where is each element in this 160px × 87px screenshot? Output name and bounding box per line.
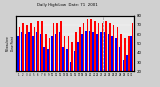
Bar [47,49,49,87]
Bar [124,38,126,87]
Bar [75,32,77,87]
Bar [19,27,20,87]
Bar [49,38,50,87]
Bar [71,42,73,87]
Bar [53,23,54,87]
Bar [55,34,56,87]
Bar [26,25,28,87]
Bar [41,21,43,87]
Bar [85,31,87,87]
Bar [102,23,103,87]
Bar [105,21,107,87]
Bar [120,34,122,87]
Bar [79,27,80,87]
Bar [45,34,47,87]
Bar [37,21,39,87]
Bar [64,36,65,87]
Bar [89,31,90,87]
Bar [62,47,64,87]
Bar [51,36,53,87]
Bar [94,21,96,87]
Bar [32,36,34,87]
Bar [30,23,32,87]
Bar [123,60,124,87]
Bar [98,23,99,87]
Bar [34,27,35,87]
Bar [126,55,128,87]
Bar [108,34,109,87]
Bar [90,19,92,87]
Bar [96,34,98,87]
Bar [59,32,60,87]
Bar [83,23,84,87]
Bar [25,34,26,87]
Bar [60,21,62,87]
Bar [56,23,58,87]
Bar [115,38,117,87]
Bar [44,47,45,87]
Bar [22,23,24,87]
Bar [21,32,22,87]
Bar [17,36,19,87]
Bar [119,47,120,87]
Bar [132,23,133,87]
Bar [117,27,118,87]
Bar [109,23,111,87]
Bar [40,34,41,87]
Bar [87,19,88,87]
Bar [68,36,69,87]
Bar [81,34,83,87]
Bar [74,51,75,87]
Bar [28,32,30,87]
Bar [70,62,71,87]
Bar [36,32,37,87]
Bar [92,32,94,87]
Bar [128,36,130,87]
Bar [113,25,115,87]
Y-axis label: Milwaukee
Dew Point: Milwaukee Dew Point [6,36,15,51]
Bar [111,36,113,87]
Bar [104,32,105,87]
Text: Daily High/Low  Date: 71  2001: Daily High/Low Date: 71 2001 [37,3,98,7]
Bar [77,42,79,87]
Bar [130,36,132,87]
Bar [100,32,102,87]
Bar [66,49,68,87]
